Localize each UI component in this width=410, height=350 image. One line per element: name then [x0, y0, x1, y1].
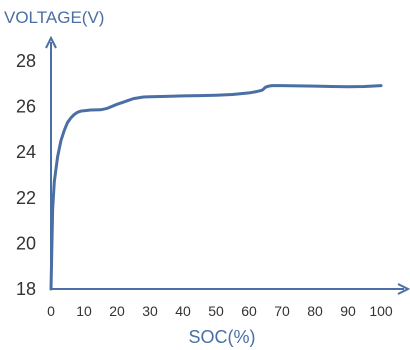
x-tick-labels: 0 10 20 30 40 50 60 70 80 90 100 [47, 303, 393, 319]
x-tick-label: 30 [142, 303, 158, 319]
x-tick-label: 60 [241, 303, 257, 319]
x-tick-label: 50 [208, 303, 224, 319]
y-tick-label: 28 [16, 51, 36, 71]
x-tick-label: 90 [340, 303, 356, 319]
x-tick-label: 40 [175, 303, 191, 319]
x-tick-label: 80 [307, 303, 323, 319]
y-tick-labels: 28 26 24 22 20 18 [16, 51, 36, 299]
y-tick-label: 22 [16, 188, 36, 208]
axes [45, 35, 410, 295]
y-tick-label: 20 [16, 233, 36, 253]
chart-title: VOLTAGE(V) [4, 8, 104, 27]
y-tick-label: 26 [16, 97, 36, 117]
x-axis-arrow-icon [397, 283, 410, 295]
y-axis-arrow-icon [45, 35, 57, 49]
x-tick-label: 70 [274, 303, 290, 319]
x-tick-label: 0 [47, 303, 55, 319]
x-axis-label: SOC(%) [189, 327, 256, 347]
x-tick-label: 10 [76, 303, 92, 319]
series-line-voltage [49, 84, 383, 291]
x-tick-label: 20 [109, 303, 125, 319]
y-tick-label: 24 [16, 142, 36, 162]
x-tick-label: 100 [369, 303, 393, 319]
y-tick-label: 18 [16, 279, 36, 299]
